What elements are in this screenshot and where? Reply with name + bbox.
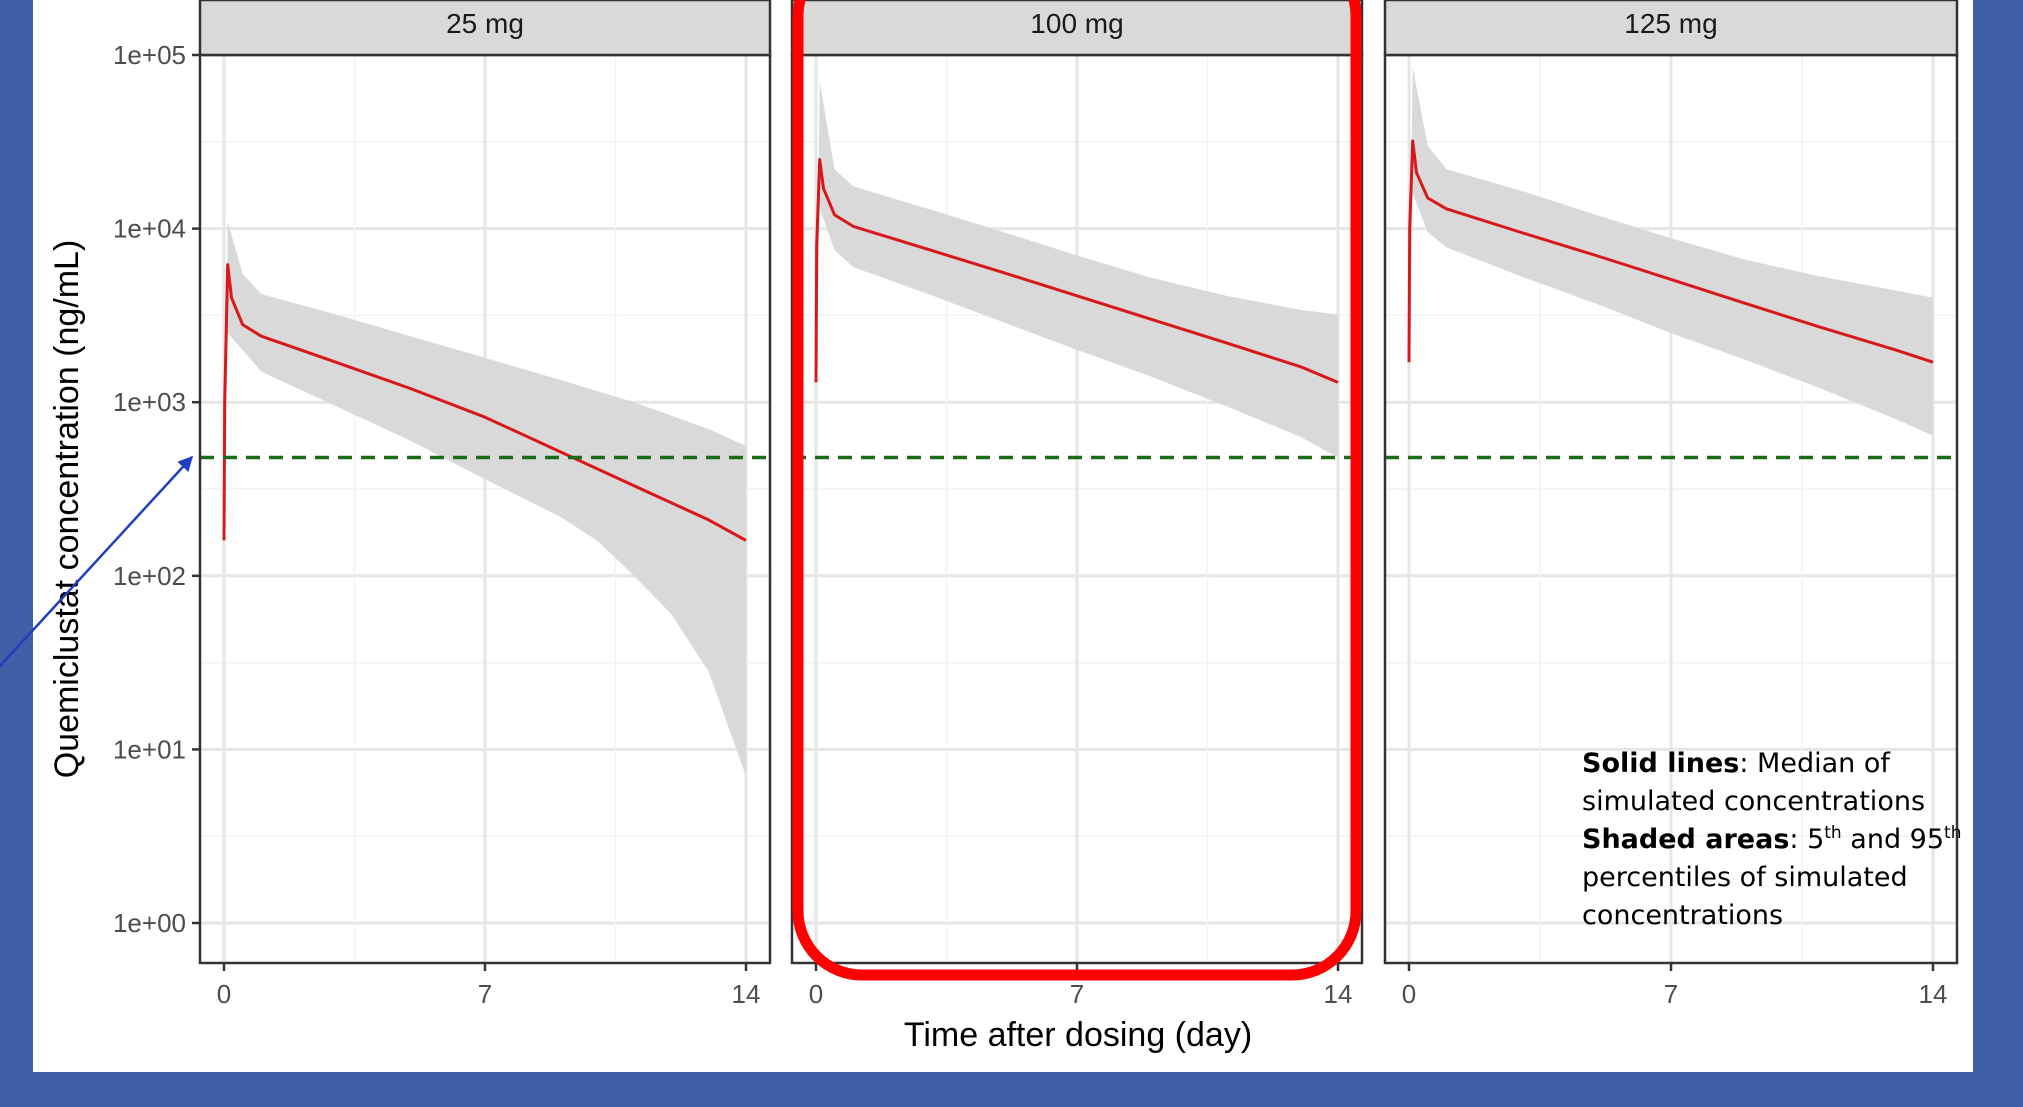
legend-solid-label: Solid lines — [1582, 748, 1740, 779]
legend-shaded-text-3: percentiles of simulated concentrations — [1582, 862, 1908, 931]
y-tick-label-1: 1e+01 — [113, 734, 186, 764]
strip-100-mg — [790, 0, 1364, 57]
y-tick-label-0: 1e+00 — [113, 908, 186, 938]
x-tick-label-100-mg-0: 0 — [809, 979, 823, 1009]
x-tick-label-25-mg-1: 7 — [478, 979, 492, 1009]
legend-shaded-text-1: : 5 — [1789, 824, 1825, 855]
strip-label-100-mg: 100 mg — [1030, 8, 1123, 39]
legend-solid-line-note: Solid lines: Median of simulated concent… — [1582, 745, 1962, 821]
legend-solid-text: : Median of simulated concentrations — [1582, 748, 1926, 817]
legend-shaded-area-note: Shaded areas: 5th and 95th percentiles o… — [1582, 821, 1962, 935]
x-tick-label-125-mg-0: 0 — [1402, 979, 1416, 1009]
x-tick-label-125-mg-2: 14 — [1919, 979, 1948, 1009]
strip-125-mg — [1383, 0, 1959, 57]
x-tick-label-100-mg-1: 7 — [1070, 979, 1084, 1009]
strip-label-125-mg: 125 mg — [1624, 8, 1717, 39]
percentile-band-25-mg — [224, 221, 746, 777]
legend-sup-2: th — [1944, 823, 1962, 843]
annotation-arrow — [0, 455, 194, 667]
legend-sup-1: th — [1824, 823, 1842, 843]
x-tick-label-25-mg-0: 0 — [217, 979, 231, 1009]
y-tick-label-5: 1e+05 — [113, 40, 186, 70]
y-tick-label-4: 1e+04 — [113, 214, 186, 244]
legend-note: Solid lines: Median of simulated concent… — [1582, 745, 1962, 935]
median-line-100-mg — [814, 158, 1339, 384]
y-tick-label-2: 1e+02 — [113, 561, 186, 591]
y-tick-label-3: 1e+03 — [113, 387, 186, 417]
legend-shaded-label: Shaded areas — [1582, 824, 1790, 855]
legend-shaded-text-2: and 95 — [1841, 824, 1945, 855]
strip-label-25-mg: 25 mg — [446, 8, 524, 39]
x-tick-label-25-mg-2: 14 — [732, 979, 761, 1009]
percentile-band-100-mg — [816, 81, 1338, 458]
median-line-125-mg — [1407, 139, 1934, 364]
highlight-box-100-mg — [792, 0, 1362, 981]
y-axis-title: Quemiclustat concentration (ng/mL) — [48, 240, 86, 779]
strip-25-mg — [198, 0, 772, 57]
percentile-band-125-mg — [1409, 67, 1933, 436]
x-tick-label-100-mg-2: 14 — [1324, 979, 1353, 1009]
x-tick-label-125-mg-1: 7 — [1664, 979, 1678, 1009]
x-axis-title: Time after dosing (day) — [904, 1016, 1252, 1054]
median-line-25-mg — [222, 263, 747, 542]
